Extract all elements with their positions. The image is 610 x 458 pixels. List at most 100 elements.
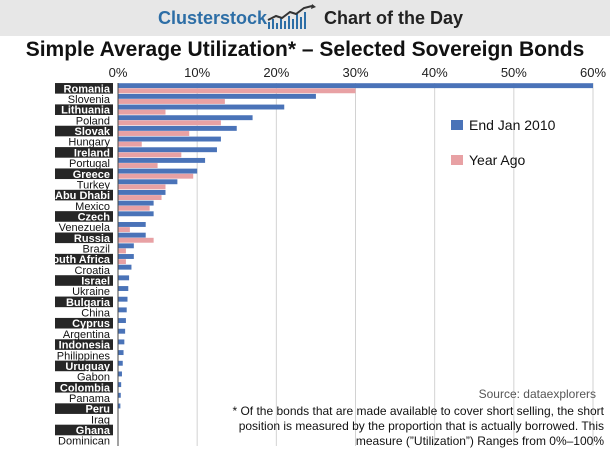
bar-year-ago (118, 141, 142, 147)
bar-end-jan-2010 (118, 296, 128, 302)
bar-end-jan-2010 (118, 211, 154, 217)
bar-end-jan-2010 (118, 403, 121, 409)
category-label-highlight (55, 83, 113, 94)
bar-year-ago (118, 205, 150, 211)
bar-year-ago (118, 248, 126, 254)
bar-end-jan-2010 (118, 222, 146, 227)
chart-trend-icon (267, 4, 316, 29)
category-label-highlight (55, 189, 113, 201)
bar-end-jan-2010 (118, 264, 132, 270)
category-label: Slovak (75, 126, 111, 138)
x-tick-label: 40% (422, 65, 448, 80)
category-label: Portugal (69, 158, 110, 170)
category-label-highlight (55, 275, 113, 286)
bar-year-ago (118, 195, 162, 201)
category-label: Brazil (82, 243, 110, 255)
bar-end-jan-2010 (118, 147, 217, 153)
category-label: Romania (64, 83, 111, 95)
bar-end-jan-2010 (118, 275, 130, 281)
legend-swatch (451, 155, 463, 165)
bar-end-jan-2010 (118, 200, 154, 206)
category-label: Poland (76, 115, 110, 127)
category-label-highlight (55, 147, 113, 158)
category-label: Ghana (76, 425, 111, 437)
category-label: Indonesia (59, 340, 111, 352)
category-label: Dominican (58, 436, 110, 448)
brand-name: Clusterstock (158, 8, 268, 28)
legend-label: Year Ago (469, 152, 526, 168)
bar-end-jan-2010 (118, 350, 124, 356)
category-label-highlight (55, 296, 113, 308)
category-label-highlight (55, 403, 113, 414)
bar-year-ago (118, 131, 190, 136)
bar-end-jan-2010 (118, 307, 127, 313)
x-tick-label: 60% (580, 65, 606, 80)
bar-end-jan-2010 (118, 371, 122, 377)
x-tick-label: 30% (342, 65, 368, 80)
bar-end-jan-2010 (118, 168, 198, 174)
category-label: Panama (69, 393, 111, 405)
chart-of-the-day-label: Chart of the Day (324, 8, 464, 28)
category-label: Gabon (77, 372, 110, 384)
category-label-highlight (55, 168, 113, 180)
x-tick-label: 10% (184, 65, 210, 80)
category-label-highlight (55, 381, 113, 393)
legend-label: End Jan 2010 (469, 117, 556, 133)
bar-year-ago (118, 259, 126, 265)
category-label: Croatia (75, 265, 111, 277)
category-label: Uruguay (65, 361, 111, 373)
bar-end-jan-2010 (118, 318, 126, 324)
category-label: Bulgaria (66, 297, 111, 309)
category-label: South Africa (45, 254, 111, 266)
category-label-highlight (55, 211, 113, 222)
bar-year-ago (118, 173, 194, 179)
category-label-highlight (55, 424, 113, 436)
bar-year-ago (118, 152, 182, 158)
category-label: Ukraine (72, 286, 110, 298)
chart-title: Simple Average Utilization* – Selected S… (25, 38, 585, 61)
bar-year-ago (118, 163, 158, 168)
bar-end-jan-2010 (118, 179, 178, 185)
x-tick-label: 50% (501, 65, 527, 80)
category-label: Peru (86, 404, 110, 416)
category-label-highlight (55, 317, 113, 329)
bar-end-jan-2010 (118, 243, 134, 249)
category-label: Cyprus (72, 318, 110, 330)
category-label-highlight (55, 339, 113, 350)
bar-end-jan-2010 (118, 115, 253, 121)
category-label: Abu Dhabi (55, 190, 110, 202)
bar-end-jan-2010 (118, 189, 166, 195)
bar-end-jan-2010 (118, 125, 237, 131)
category-label-highlight (55, 125, 113, 137)
bar-year-ago (118, 237, 154, 243)
x-tick-label: 20% (263, 65, 289, 80)
category-label: Ireland (74, 147, 110, 159)
bar-end-jan-2010 (118, 104, 285, 110)
category-label: Argentina (63, 329, 111, 341)
category-label: Turkey (77, 179, 111, 191)
bar-year-ago (118, 184, 166, 190)
bar-end-jan-2010 (118, 254, 134, 259)
bar-end-jan-2010 (118, 286, 129, 291)
category-label: Iraq (91, 414, 110, 426)
category-label-highlight (55, 104, 113, 115)
bar-year-ago (118, 109, 166, 115)
category-label: Philippines (57, 350, 111, 362)
category-label-highlight (55, 360, 113, 372)
x-tick-label: 0% (109, 65, 128, 80)
bar-end-jan-2010 (118, 382, 122, 388)
category-label: Slovenia (68, 94, 111, 106)
category-label: Czech (78, 211, 111, 223)
category-label: Hungary (68, 137, 110, 149)
footnote: * Of the bonds that are made available t… (232, 404, 604, 448)
bar-year-ago (118, 227, 130, 233)
bar-end-jan-2010 (118, 157, 206, 163)
bar-end-jan-2010 (118, 328, 126, 334)
category-label: Colombia (60, 382, 111, 394)
category-label-highlight (55, 232, 113, 244)
bar-year-ago (118, 99, 225, 104)
bar-end-jan-2010 (118, 93, 316, 99)
bar-end-jan-2010 (118, 83, 593, 89)
legend-swatch (451, 120, 463, 130)
